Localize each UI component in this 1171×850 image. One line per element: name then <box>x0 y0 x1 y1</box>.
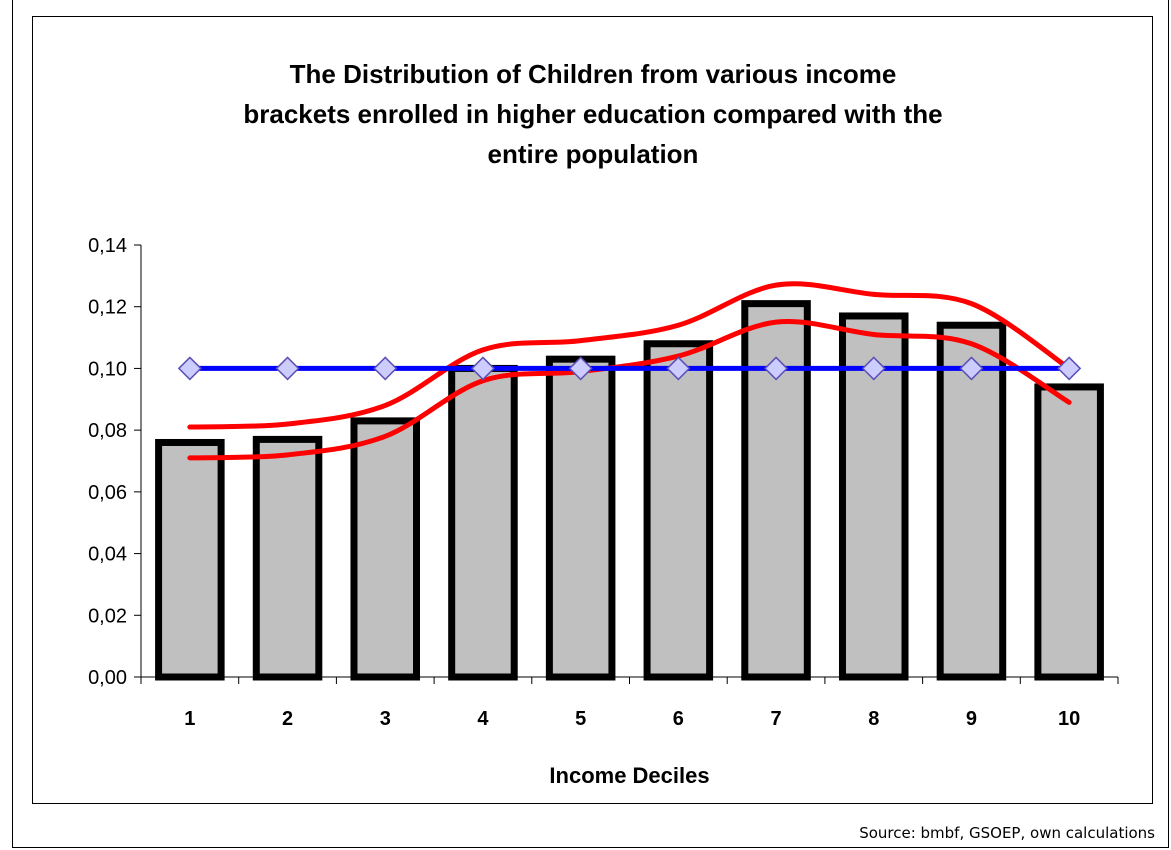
y-tick-label: 0,10 <box>88 358 127 380</box>
line-marker <box>959 356 984 381</box>
bar <box>936 321 1007 681</box>
x-tick-label: 1 <box>184 708 195 730</box>
line-marker <box>470 356 496 381</box>
line-marker <box>763 356 789 381</box>
y-tick-label: 0,08 <box>88 420 127 442</box>
line-marker <box>373 356 398 381</box>
chart-title-line: brackets enrolled in higher education co… <box>243 99 942 129</box>
bar <box>448 364 518 681</box>
y-tick-label: 0,04 <box>88 544 127 566</box>
figure-frame <box>12 0 1169 848</box>
line-marker <box>177 356 202 381</box>
source-note: Source: bmbf, GSOEP, own calculations <box>859 824 1155 842</box>
bar <box>155 438 225 681</box>
chart-area: The Distribution of Children from variou… <box>32 16 1153 804</box>
y-tick-label: 0,12 <box>88 297 127 319</box>
x-tick-label: 6 <box>673 708 684 730</box>
trend-line <box>187 281 1072 430</box>
y-tick-label: 0,14 <box>88 235 127 257</box>
x-tick-label: 4 <box>477 708 489 730</box>
trend-line <box>187 319 1072 461</box>
line-marker <box>1057 356 1082 381</box>
x-tick-label: 3 <box>380 708 391 730</box>
x-tick-label: 8 <box>868 708 879 730</box>
y-tick-label: 0,02 <box>88 605 127 627</box>
line-marker <box>861 356 886 381</box>
x-tick-label: 5 <box>575 708 586 730</box>
x-tick-label: 10 <box>1058 708 1080 730</box>
x-tick-label: 9 <box>966 708 977 730</box>
chart-svg: The Distribution of Children from variou… <box>88 59 1119 788</box>
bar <box>545 355 616 681</box>
x-tick-label: 2 <box>282 708 293 730</box>
chart-title-line: The Distribution of Children from variou… <box>290 59 897 89</box>
line-marker <box>568 356 593 381</box>
x-tick-label: 7 <box>770 708 781 730</box>
y-tick-label: 0,00 <box>88 667 127 689</box>
bar <box>252 435 323 681</box>
bar <box>350 417 421 681</box>
line-marker <box>666 356 691 381</box>
line-marker <box>275 356 300 381</box>
chart-title-line: entire population <box>488 139 699 169</box>
y-tick-label: 0,06 <box>88 482 127 504</box>
bar <box>1034 383 1104 681</box>
bar <box>643 340 714 681</box>
x-axis-title: Income Deciles <box>549 763 709 788</box>
